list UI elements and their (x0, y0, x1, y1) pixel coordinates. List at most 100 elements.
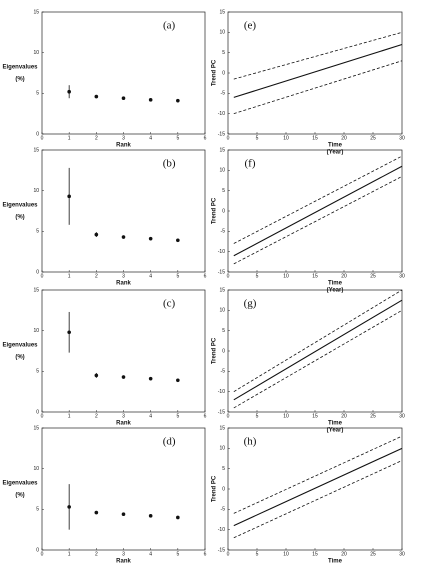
y-tick-label: -10 (218, 389, 225, 395)
x-axis-label: Time (328, 559, 343, 565)
x-tick-label: 3 (122, 273, 125, 279)
x-axis-label: (Year) (327, 150, 344, 156)
y-tick-label: 0 (36, 269, 39, 275)
x-tick-label: 5 (256, 135, 259, 141)
x-tick-label: 3 (122, 413, 125, 419)
panel-label: (e) (244, 20, 257, 32)
y-tick-label: -10 (218, 249, 225, 255)
y-tick-label: 10 (219, 446, 225, 452)
point (176, 238, 180, 243)
x-tick-label: 5 (176, 135, 179, 141)
y-tick-label: -5 (221, 229, 226, 235)
y-tick-label: -15 (218, 409, 225, 415)
x-tick-label: 5 (256, 273, 259, 279)
point (121, 235, 126, 239)
x-tick-label: 30 (399, 551, 405, 557)
y-axis-label: Eigenvalues (2, 203, 38, 209)
y-axis-label: Trend PC (212, 59, 218, 86)
x-tick-label: 15 (312, 551, 318, 557)
y-tick-label: 0 (36, 131, 39, 137)
y-tick-label: 15 (33, 147, 39, 153)
y-tick-label: 15 (219, 425, 225, 431)
trend-line (233, 155, 403, 244)
plot-frame (41, 11, 206, 135)
x-tick-label: 6 (204, 135, 207, 141)
trend-line (233, 165, 403, 257)
point (148, 236, 153, 241)
y-axis-label: Eigenvalues (2, 481, 38, 487)
y-axis-label: Eigenvalues (2, 343, 38, 349)
point (148, 514, 153, 518)
x-tick-label: 0 (41, 413, 44, 419)
y-tick-label: 10 (33, 328, 39, 334)
trend-line (233, 435, 403, 514)
x-axis-label: Time (328, 421, 343, 427)
y-axis-label: Trend PC (212, 475, 218, 502)
y-tick-label: 5 (222, 50, 225, 56)
y-axis-label: (%) (15, 355, 24, 361)
point (148, 376, 153, 381)
y-tick-label: 10 (219, 168, 225, 174)
x-tick-label: 5 (176, 413, 179, 419)
point (121, 375, 126, 379)
trend-line (233, 31, 403, 80)
y-tick-label: -15 (218, 547, 225, 553)
panel: 0 1 2 3 4 5 6 0 5 10 15 (d) Rank Eigenvalues (%) (2, 425, 206, 564)
y-tick-label: 15 (219, 147, 225, 153)
y-tick-label: 15 (33, 287, 39, 293)
point (176, 98, 180, 103)
y-tick-label: 15 (219, 287, 225, 293)
plot-frame (41, 289, 206, 413)
x-tick-label: 15 (312, 413, 318, 419)
point (94, 373, 99, 378)
y-tick-label: -10 (218, 527, 225, 533)
panel: 0 1 2 3 4 5 6 0 5 10 15 (b) Rank Eigenvalues (%) (2, 147, 206, 286)
x-tick-label: 3 (122, 551, 125, 557)
y-tick-label: 10 (219, 308, 225, 314)
y-tick-label: 10 (33, 50, 39, 56)
panel-label: (d) (163, 436, 176, 448)
x-tick-label: 5 (256, 551, 259, 557)
x-tick-label: 0 (227, 551, 230, 557)
point (94, 510, 99, 515)
x-axis-label: (Year) (327, 428, 344, 434)
x-tick-label: 30 (399, 135, 405, 141)
y-axis-label: Trend PC (212, 337, 218, 364)
x-tick-label: 4 (149, 273, 152, 279)
x-axis-label: Rank (116, 421, 131, 427)
y-tick-label: 0 (222, 486, 225, 492)
point (67, 505, 71, 509)
point (67, 89, 71, 94)
x-tick-label: 30 (399, 413, 405, 419)
panel-label: (c) (163, 298, 176, 310)
x-tick-label: 0 (227, 413, 230, 419)
x-tick-label: 20 (341, 551, 347, 557)
y-tick-label: 5 (36, 507, 39, 513)
x-tick-label: 25 (370, 413, 376, 419)
trend-line (233, 447, 403, 527)
x-tick-label: 20 (341, 135, 347, 141)
point (67, 330, 71, 335)
y-tick-label: 15 (219, 9, 225, 15)
x-tick-label: 1 (68, 551, 71, 557)
x-tick-label: 25 (370, 273, 376, 279)
point (94, 232, 99, 237)
panel-label: (a) (163, 20, 176, 32)
point (121, 512, 126, 517)
y-axis-label: Eigenvalues (2, 65, 38, 71)
trend-line (233, 460, 403, 539)
x-tick-label: 5 (176, 273, 179, 279)
panel-label: (b) (163, 158, 176, 170)
trend-line (233, 289, 403, 393)
x-tick-label: 2 (95, 135, 98, 141)
panel-label: (g) (244, 298, 257, 310)
x-tick-label: 2 (95, 551, 98, 557)
x-tick-label: 20 (341, 273, 347, 279)
trend-line (233, 309, 403, 409)
y-tick-label: -15 (218, 269, 225, 275)
y-tick-label: 0 (36, 409, 39, 415)
x-axis-label: Rank (116, 281, 131, 287)
x-tick-label: 5 (176, 551, 179, 557)
y-tick-label: -5 (221, 507, 226, 513)
